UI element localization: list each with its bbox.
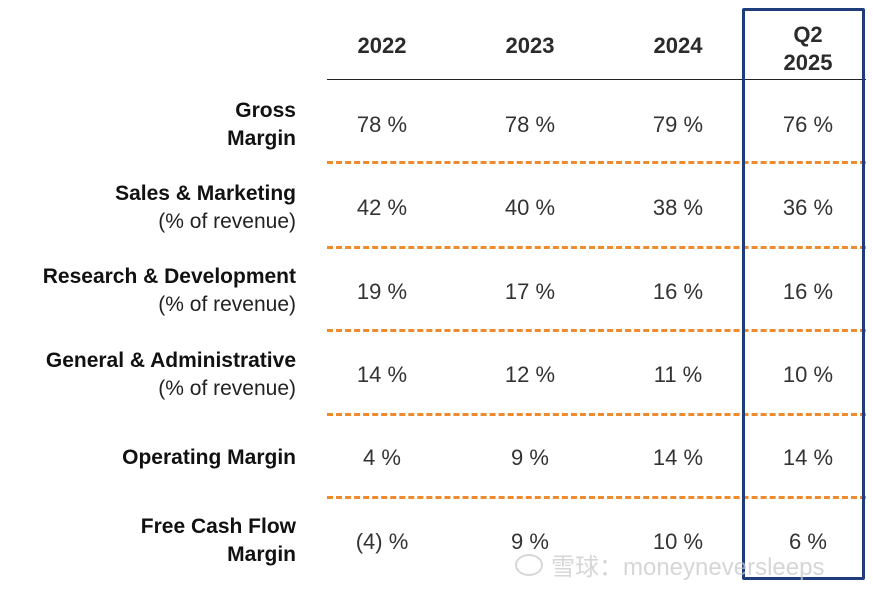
table-cell: 17 %	[504, 279, 556, 304]
column-header-text: Q2	[793, 22, 823, 47]
table-cell: 6 %	[789, 529, 827, 554]
row-label-line: General & Administrative	[45, 349, 296, 372]
watermark: 雪球：moneyneversleeps	[515, 547, 824, 582]
row-label-line: Margin	[227, 543, 296, 566]
table-cell: 42 %	[356, 195, 408, 220]
header-rule	[327, 79, 866, 80]
table-cell: 19 %	[356, 279, 408, 304]
column-header-text: 2022	[357, 33, 407, 58]
table-cell: 12 %	[504, 362, 556, 387]
row-divider	[327, 246, 866, 249]
row-divider	[327, 413, 866, 416]
row-divider	[327, 496, 866, 499]
row-label-subline: (% of revenue)	[158, 293, 296, 316]
row-label-line: Sales & Marketing	[115, 182, 296, 205]
row-divider	[327, 329, 866, 332]
row-label-operating-margin: Operating Margin	[0, 444, 296, 472]
table-cell: 38 %	[652, 195, 704, 220]
row-label-gross-margin: Gross Margin	[0, 97, 296, 153]
table-cell: 14 %	[356, 362, 408, 387]
column-header-2023: 2023	[455, 33, 605, 59]
row-label-free-cash-flow-margin: Free Cash Flow Margin	[0, 513, 296, 569]
table-cell: 11 %	[653, 362, 703, 387]
table-cell: 40 %	[504, 195, 556, 220]
table-cell: 79 %	[652, 112, 704, 137]
snowball-logo-icon	[515, 553, 543, 576]
table-cell: 16 %	[652, 279, 704, 304]
table-cell: 76 %	[782, 112, 834, 137]
table-cell: 78 %	[504, 112, 556, 137]
table-cell: 9 %	[511, 445, 549, 470]
row-label-line: Operating Margin	[122, 446, 296, 469]
row-label-sales-marketing: Sales & Marketing (% of revenue)	[0, 180, 296, 236]
row-divider	[327, 161, 866, 164]
table-cell: 16 %	[782, 279, 834, 304]
row-label-line: Free Cash Flow	[140, 515, 296, 538]
table-cell: 78 %	[356, 112, 408, 137]
table-cell: 9 %	[511, 529, 549, 554]
watermark-text: 雪球：moneyneversleeps	[551, 554, 825, 581]
highlighted-column-frame	[742, 8, 865, 580]
table-cell: 4 %	[363, 445, 401, 470]
row-label-general-administrative: General & Administrative (% of revenue)	[0, 347, 296, 403]
table-cell: 36 %	[782, 195, 834, 220]
column-header-q2-2025: Q2 2025	[733, 21, 873, 77]
table-cell: 10 %	[782, 362, 834, 387]
column-header-2022: 2022	[307, 33, 457, 59]
table-cell: 14 %	[782, 445, 834, 470]
table-cell: (4) %	[355, 529, 409, 554]
table-cell: 10 %	[652, 529, 704, 554]
table-cell: 14 %	[652, 445, 704, 470]
row-label-line: Research & Development	[42, 265, 296, 288]
row-label-subline: (% of revenue)	[158, 377, 296, 400]
row-label-line: Margin	[227, 127, 296, 150]
column-header-text: 2023	[505, 33, 555, 58]
row-label-line: Gross	[235, 99, 296, 122]
column-header-2024: 2024	[603, 33, 753, 59]
row-label-subline: (% of revenue)	[158, 210, 296, 233]
column-header-text: 2025	[783, 50, 833, 75]
column-header-text: 2024	[653, 33, 703, 58]
row-label-research-development: Research & Development (% of revenue)	[0, 263, 296, 319]
